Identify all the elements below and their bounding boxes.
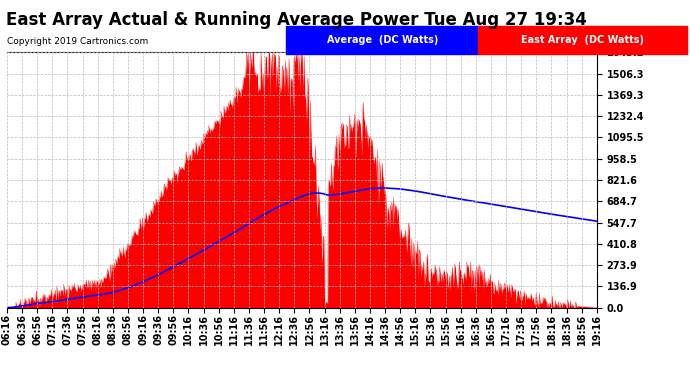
Text: Average  (DC Watts): Average (DC Watts) <box>326 35 438 45</box>
FancyBboxPatch shape <box>286 26 478 54</box>
Text: Copyright 2019 Cartronics.com: Copyright 2019 Cartronics.com <box>7 38 148 46</box>
FancyBboxPatch shape <box>478 26 687 54</box>
Text: East Array Actual & Running Average Power Tue Aug 27 19:34: East Array Actual & Running Average Powe… <box>6 11 587 29</box>
Text: East Array  (DC Watts): East Array (DC Watts) <box>521 35 644 45</box>
